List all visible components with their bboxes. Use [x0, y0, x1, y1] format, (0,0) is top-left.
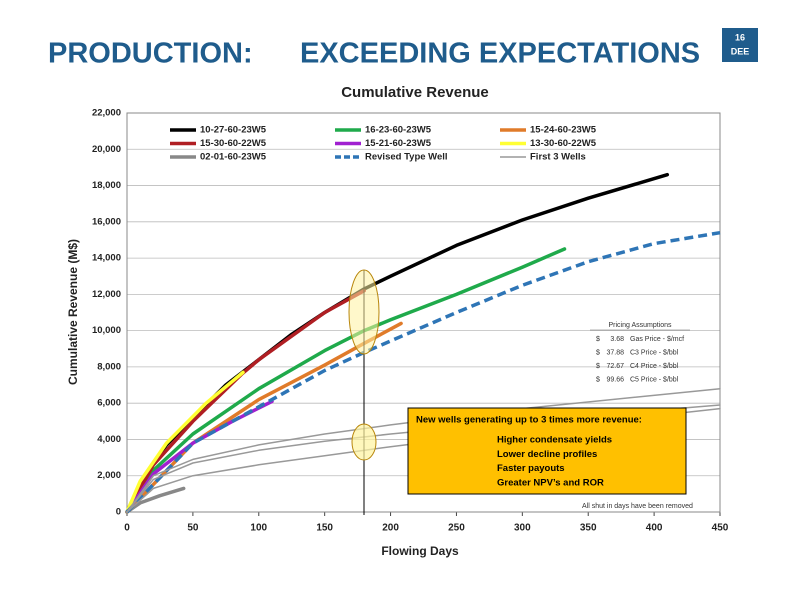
y-axis-label: Cumulative Revenue (M$) — [66, 239, 80, 385]
annotations — [348, 269, 380, 515]
y-tick-label: 20,000 — [92, 144, 121, 155]
legend-label: First 3 Wells — [530, 152, 586, 163]
y-tick-label: 0 — [116, 507, 121, 518]
x-tick-label: 450 — [712, 523, 729, 534]
pricing-cell: $ — [596, 336, 600, 343]
y-tick-label: 14,000 — [92, 253, 121, 264]
slide-title: PRODUCTION: — [48, 38, 253, 70]
legend-label: 13-30-60-22W5 — [530, 138, 597, 149]
x-tick-label: 150 — [316, 523, 333, 534]
x-tick-label: 200 — [382, 523, 399, 534]
callout-item: Faster payouts — [497, 463, 565, 474]
y-tick-label: 2,000 — [97, 470, 121, 481]
x-tick-label: 100 — [250, 523, 267, 534]
series-line — [125, 230, 721, 514]
x-axis-label: Flowing Days — [381, 544, 459, 558]
plot-frame — [126, 112, 721, 513]
pricing-cell: 37.88 — [606, 349, 624, 356]
legend-label: Revised Type Well — [365, 152, 448, 163]
legend-label: 02-01-60-23W5 — [200, 152, 267, 163]
y-tick-label: 16,000 — [92, 216, 121, 227]
legend-label: 15-24-60-23W5 — [530, 125, 597, 136]
pricing-cell: 72.67 — [606, 363, 624, 370]
x-tick-label: 0 — [124, 523, 130, 534]
x-tick-label: 300 — [514, 523, 531, 534]
y-tick-label: 4,000 — [97, 434, 121, 445]
page-tag: DEE — [731, 46, 750, 56]
callout-item: Greater NPV’s and ROR — [497, 477, 604, 488]
y-tick-label: 18,000 — [92, 180, 121, 191]
page-number: 16 — [735, 32, 745, 42]
page-badge — [722, 28, 758, 62]
y-tick-label: 10,000 — [92, 325, 121, 336]
callout-box — [407, 407, 687, 495]
series-line — [125, 247, 567, 514]
y-tick-label: 12,000 — [92, 289, 121, 300]
pricing-cell: C5 Price - $/bbl — [630, 376, 679, 383]
x-tick-label: 350 — [580, 523, 597, 534]
series-line — [125, 399, 274, 514]
y-tick-label: 6,000 — [97, 398, 121, 409]
highlight-ellipse — [351, 423, 377, 461]
callout-item: Higher condensate yields — [497, 435, 612, 446]
x-tick-label: 250 — [448, 523, 465, 534]
pricing-table: Pricing Assumptions $3.68 Gas Price - $/m… — [590, 322, 690, 383]
callout-title: New wells generating up to 3 times more … — [416, 415, 642, 426]
pricing-cell: $ — [596, 363, 600, 370]
pricing-title: Pricing Assumptions — [608, 322, 672, 329]
legend-label: 15-21-60-23W5 — [365, 138, 432, 149]
note: All shut in days have been removed — [582, 503, 693, 510]
legend-label: 10-27-60-23W5 — [200, 125, 267, 136]
legend-label: 16-23-60-23W5 — [365, 125, 432, 136]
x-tick-label: 400 — [646, 523, 663, 534]
legend-label: 15-30-60-22W5 — [200, 138, 267, 149]
y-tick-label: 22,000 — [92, 108, 121, 119]
chart-title: Cumulative Revenue — [341, 84, 489, 101]
pricing-cell: Gas Price - $/mcf — [630, 336, 684, 343]
highlight-ellipse — [348, 269, 380, 355]
pricing-cell: C3 Price - $/bbl — [630, 349, 679, 356]
pricing-cell: $ — [596, 349, 600, 356]
pricing-cell: $ — [596, 376, 600, 383]
pricing-cell: 99.66 — [606, 376, 624, 383]
slide-title: EXCEEDING EXPECTATIONS — [300, 38, 700, 70]
series-line — [125, 288, 366, 514]
callout-item: Lower decline profiles — [497, 449, 597, 460]
pricing-cell: C4 Price - $/bbl — [630, 363, 679, 370]
series-line — [125, 370, 245, 514]
y-tick-label: 8,000 — [97, 361, 121, 372]
pricing-cell: 3.68 — [610, 336, 624, 343]
x-tick-label: 50 — [187, 523, 199, 534]
